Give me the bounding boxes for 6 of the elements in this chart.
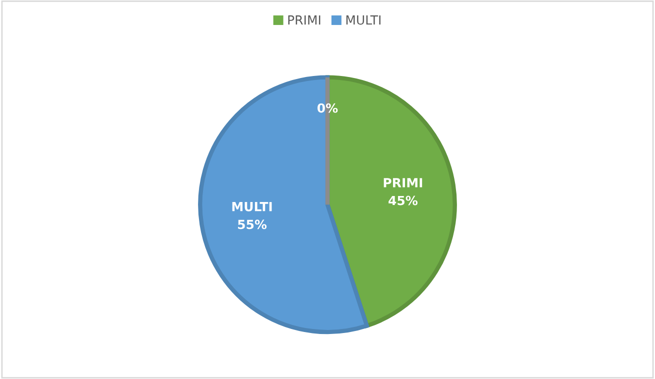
pie-slice — [198, 75, 369, 334]
data-label: MULTI 55% — [232, 202, 272, 230]
legend-label: MULTI — [346, 15, 380, 25]
data-label: PRIMI 45% — [384, 178, 422, 206]
text: 0% — [317, 103, 338, 113]
legend-label: PRIMI — [288, 15, 320, 25]
